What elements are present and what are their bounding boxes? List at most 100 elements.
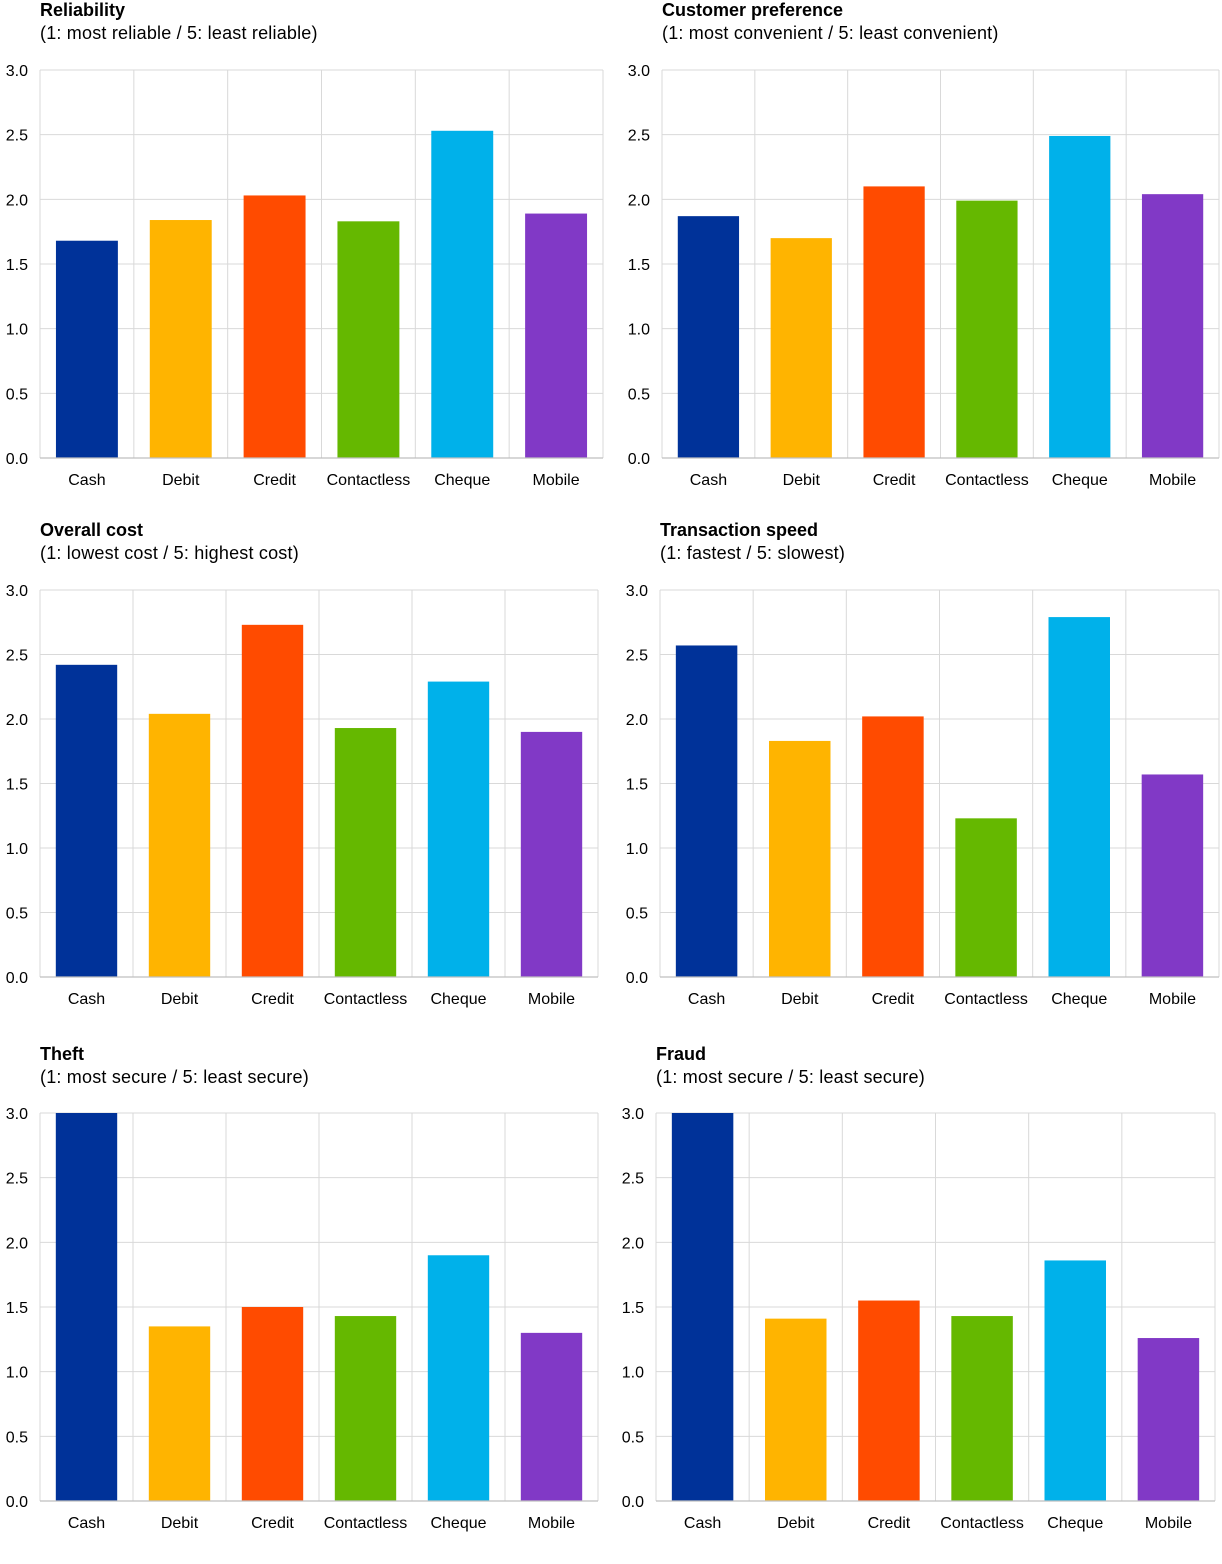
bar-cash xyxy=(671,1113,734,1501)
y-tick-label: 0.0 xyxy=(6,970,28,987)
y-tick-label: 3.0 xyxy=(626,583,648,600)
x-tick-label: Contactless xyxy=(324,991,408,1008)
x-tick-label: Cash xyxy=(688,991,725,1008)
x-tick-label: Cheque xyxy=(434,472,490,489)
x-tick-label: Credit xyxy=(251,991,294,1008)
y-tick-label: 2.0 xyxy=(622,1235,644,1252)
y-tick-label: 2.5 xyxy=(628,128,650,145)
y-tick-label: 1.0 xyxy=(628,322,650,339)
bar-chart: 0.0 0.5 1.0 1.5 2.0 2.5 3.0 Cash Debit Credit Cont… xyxy=(6,63,604,489)
chart-subtitle: (1: most secure / 5: least secure) xyxy=(656,1067,925,1087)
x-tick-label: Mobile xyxy=(528,991,575,1008)
y-tick-label: 0.0 xyxy=(6,451,28,468)
chart-panel-theft: Theft (1: most secure / 5: least secure)… xyxy=(0,1044,611,1564)
x-tick-label: Cheque xyxy=(430,1515,486,1532)
y-tick-label: 1.5 xyxy=(6,1300,28,1317)
x-tick-label: Credit xyxy=(251,1515,294,1532)
y-tick-label: 3.0 xyxy=(622,1106,644,1123)
chart-title: Transaction speed xyxy=(660,520,819,540)
bar-cash xyxy=(677,216,740,458)
bar-contactless xyxy=(334,728,397,977)
bar-credit xyxy=(862,716,924,977)
bar-debit xyxy=(770,238,832,458)
chart-title: Fraud xyxy=(656,1044,707,1064)
x-tick-label: Mobile xyxy=(528,1515,575,1532)
y-tick-label: 2.5 xyxy=(6,648,28,665)
y-tick-label: 3.0 xyxy=(6,63,28,80)
bar-cash xyxy=(675,645,738,977)
y-tick-label: 1.0 xyxy=(6,841,28,858)
y-tick-label: 0.0 xyxy=(622,1494,644,1511)
x-tick-label: Mobile xyxy=(533,472,580,489)
bar-chart: 0.0 0.5 1.0 1.5 2.0 2.5 3.0 Cash Debit Credit Cont… xyxy=(622,1106,1216,1532)
y-tick-label: 3.0 xyxy=(6,583,28,600)
x-tick-label: Cash xyxy=(68,991,105,1008)
bar-chart: 0.0 0.5 1.0 1.5 2.0 2.5 3.0 Cash Debit Credit Cont… xyxy=(626,583,1220,1008)
bar-credit xyxy=(241,1307,304,1501)
bar-cheque xyxy=(427,1255,490,1501)
x-tick-label: Debit xyxy=(781,991,819,1008)
bar-chart: 0.0 0.5 1.0 1.5 2.0 2.5 3.0 Cash Debit Credit Cont… xyxy=(6,583,599,1008)
x-tick-label: Cash xyxy=(690,472,727,489)
y-tick-label: 1.5 xyxy=(6,257,28,274)
bar-mobile xyxy=(525,213,588,458)
y-tick-label: 0.5 xyxy=(626,906,648,923)
bar-mobile xyxy=(1137,1338,1200,1501)
y-tick-label: 1.0 xyxy=(6,322,28,339)
bar-debit xyxy=(148,1326,211,1501)
bar-contactless xyxy=(951,1316,1013,1501)
x-tick-label: Cash xyxy=(68,472,105,489)
bar-debit xyxy=(765,1318,827,1501)
x-tick-label: Credit xyxy=(872,991,915,1008)
bar-mobile xyxy=(1141,774,1204,977)
bar-mobile xyxy=(520,1332,583,1501)
bar-contactless xyxy=(955,818,1017,977)
bar-cheque xyxy=(431,130,494,458)
y-tick-label: 3.0 xyxy=(6,1106,28,1123)
chart-panel-reliability: Reliability (1: most reliable / 5: least… xyxy=(0,0,611,520)
y-tick-label: 0.0 xyxy=(626,970,648,987)
x-tick-label: Debit xyxy=(783,472,821,489)
y-tick-label: 0.5 xyxy=(628,386,650,403)
y-tick-label: 2.5 xyxy=(6,128,28,145)
y-tick-label: 1.5 xyxy=(626,777,648,794)
bar-debit xyxy=(148,713,211,977)
x-tick-label: Contactless xyxy=(327,472,411,489)
y-tick-label: 2.0 xyxy=(6,192,28,209)
bar-contactless xyxy=(337,221,400,458)
bar-credit xyxy=(243,195,306,458)
bar-credit xyxy=(858,1300,920,1501)
y-tick-label: 1.5 xyxy=(6,777,28,794)
y-tick-label: 0.0 xyxy=(6,1494,28,1511)
bar-contactless xyxy=(334,1316,397,1501)
x-tick-label: Debit xyxy=(777,1515,815,1532)
bar-cash xyxy=(55,1113,118,1501)
chart-panel-customer-preference: Customer preference (1: most convenient … xyxy=(611,0,1222,520)
chart-subtitle: (1: fastest / 5: slowest) xyxy=(660,543,846,563)
x-tick-label: Credit xyxy=(873,472,916,489)
bar-contactless xyxy=(956,200,1018,459)
y-tick-label: 2.0 xyxy=(626,712,648,729)
x-tick-label: Mobile xyxy=(1149,991,1196,1008)
x-tick-label: Mobile xyxy=(1145,1515,1192,1532)
bar-cheque xyxy=(1044,1260,1106,1501)
y-tick-label: 0.5 xyxy=(6,386,28,403)
y-tick-label: 0.5 xyxy=(622,1429,644,1446)
x-tick-label: Contactless xyxy=(945,472,1029,489)
y-tick-label: 2.5 xyxy=(6,1171,28,1188)
chart-panel-transaction-speed: Transaction speed (1: fastest / 5: slowe… xyxy=(611,520,1222,1040)
y-tick-label: 1.0 xyxy=(622,1365,644,1382)
bar-cheque xyxy=(1048,617,1110,977)
chart-panel-overall-cost: Overall cost (1: lowest cost / 5: highes… xyxy=(0,520,611,1040)
x-tick-label: Cheque xyxy=(430,991,486,1008)
bar-credit xyxy=(863,186,925,458)
bar-cheque xyxy=(427,681,490,977)
y-tick-label: 2.0 xyxy=(6,712,28,729)
bar-chart: 0.0 0.5 1.0 1.5 2.0 2.5 3.0 Cash Debit Credit Cont… xyxy=(628,63,1220,489)
chart-subtitle: (1: lowest cost / 5: highest cost) xyxy=(40,543,299,563)
y-tick-label: 0.0 xyxy=(628,451,650,468)
chart-subtitle: (1: most convenient / 5: least convenien… xyxy=(662,23,999,43)
y-tick-label: 2.5 xyxy=(622,1171,644,1188)
bar-cheque xyxy=(1049,135,1111,458)
y-tick-label: 2.0 xyxy=(6,1235,28,1252)
